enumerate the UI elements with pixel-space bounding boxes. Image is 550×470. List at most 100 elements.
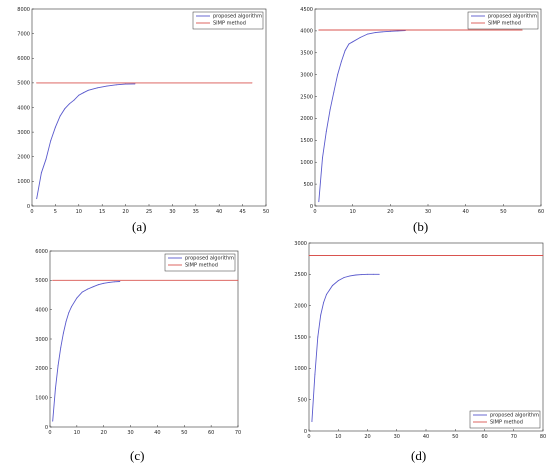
x-tick-label: 20 bbox=[364, 434, 370, 440]
y-tick-label: 4000 bbox=[300, 29, 313, 35]
data-point bbox=[318, 201, 320, 203]
chart-panel-c: 0 10 20 30 40 50 60 70 0 1000 2000 3000 4000 5000 6000… bbox=[30, 245, 242, 437]
y-tick-label: 4500 bbox=[300, 7, 313, 13]
data-point bbox=[59, 115, 61, 117]
plot-frame bbox=[314, 8, 542, 207]
data-point bbox=[329, 289, 330, 291]
y-tick-label: 3000 bbox=[294, 241, 307, 247]
legend-box bbox=[467, 11, 539, 30]
x-tick-label: 60 bbox=[538, 209, 544, 215]
data-point bbox=[78, 94, 80, 96]
data-point bbox=[76, 297, 78, 299]
data-point bbox=[54, 126, 56, 128]
data-point bbox=[97, 284, 99, 286]
data-point bbox=[52, 420, 54, 422]
data-point bbox=[81, 291, 83, 293]
data-point bbox=[73, 99, 75, 101]
y-tick-label: 3500 bbox=[300, 51, 313, 57]
y-tick-label: 2000 bbox=[35, 366, 48, 372]
data-point bbox=[119, 281, 121, 282]
x-tick-label: 10 bbox=[76, 209, 82, 215]
data-point bbox=[331, 285, 333, 287]
legend-label: proposed algorithm bbox=[185, 256, 234, 262]
data-point bbox=[50, 140, 52, 142]
caption-d: (d) bbox=[411, 448, 427, 463]
chart-svg-a: 0 5 10 15 20 25 30 35 40 45 50 0 1000 2000 3000 4000 500… bbox=[17, 7, 269, 215]
data-point bbox=[134, 83, 136, 85]
data-point bbox=[355, 274, 357, 276]
data-point bbox=[372, 273, 374, 275]
data-point bbox=[62, 332, 64, 334]
data-point bbox=[45, 158, 47, 160]
data-point bbox=[64, 108, 66, 110]
y-tick-label: 0 bbox=[27, 204, 30, 210]
data-point bbox=[378, 273, 380, 275]
y-tick-label: 3000 bbox=[35, 337, 48, 343]
data-point bbox=[237, 279, 239, 281]
legend-label: proposed algorithm bbox=[490, 413, 539, 419]
chart-svg-c: 0 10 20 30 40 50 60 70 0 1000 2000 3000 4000 5000 6000… bbox=[35, 249, 241, 436]
proposed-algorithm-line bbox=[311, 273, 380, 422]
y-tick-label: 500 bbox=[297, 397, 307, 403]
y-tick-label: 1000 bbox=[35, 395, 48, 401]
y-tick-label: 1500 bbox=[294, 335, 307, 341]
data-point bbox=[87, 89, 89, 91]
data-point bbox=[349, 275, 351, 277]
data-point bbox=[521, 29, 523, 31]
chart-svg-d: 0 10 20 30 40 50 60 70 80 0 500 1000 1500 2000 2500 300… bbox=[294, 241, 546, 440]
x-tick-label: 70 bbox=[511, 434, 517, 440]
data-point bbox=[97, 87, 98, 89]
legend-label: SIMP method bbox=[213, 21, 246, 27]
caption-c: (c) bbox=[130, 448, 145, 463]
x-tick-label: 45 bbox=[239, 209, 245, 215]
data-point bbox=[337, 74, 339, 76]
x-tick-label: 50 bbox=[452, 434, 458, 440]
data-point bbox=[344, 50, 346, 52]
data-point bbox=[36, 198, 38, 200]
x-tick-label: 10 bbox=[335, 434, 341, 440]
y-tick-label: 2000 bbox=[300, 116, 313, 122]
data-point bbox=[318, 29, 320, 31]
y-tick-label: 5000 bbox=[17, 81, 30, 87]
x-tick-label: 0 bbox=[48, 430, 51, 436]
x-tick-label: 50 bbox=[500, 209, 506, 215]
legend-box bbox=[469, 410, 541, 429]
plot-frame bbox=[308, 242, 544, 432]
x-tick-label: 60 bbox=[481, 434, 487, 440]
chart-panel-b: 0 10 20 30 40 50 60 0 500 1000 1500 2000 2500 3000 350… bbox=[287, 3, 545, 216]
data-point bbox=[352, 41, 354, 43]
data-point bbox=[320, 314, 322, 316]
data-point bbox=[348, 43, 350, 45]
data-point bbox=[60, 347, 62, 349]
x-tick-label: 30 bbox=[169, 209, 175, 215]
data-point bbox=[329, 109, 331, 111]
x-tick-label: 40 bbox=[216, 209, 222, 215]
data-point bbox=[317, 336, 319, 338]
plot-frame bbox=[31, 8, 267, 207]
x-tick-label: 40 bbox=[423, 434, 429, 440]
data-point bbox=[337, 280, 339, 282]
y-tick-label: 4000 bbox=[17, 105, 30, 111]
data-point bbox=[103, 282, 105, 284]
legend-label: SIMP method bbox=[490, 420, 523, 426]
data-point bbox=[322, 157, 323, 159]
data-point bbox=[251, 82, 253, 84]
x-tick-label: 40 bbox=[462, 209, 468, 215]
chart-svg-b: 0 10 20 30 40 50 60 0 500 1000 1500 2000 2500 3000 350… bbox=[300, 7, 544, 215]
data-point bbox=[36, 82, 38, 84]
x-tick-label: 5 bbox=[54, 209, 57, 215]
data-point bbox=[311, 421, 313, 423]
data-point bbox=[382, 31, 384, 33]
x-tick-label: 20 bbox=[101, 430, 107, 436]
x-tick-label: 0 bbox=[307, 434, 310, 440]
x-tick-label: 20 bbox=[387, 209, 393, 215]
y-tick-label: 1500 bbox=[300, 138, 313, 144]
data-point bbox=[83, 92, 84, 94]
data-point bbox=[114, 281, 115, 283]
data-point bbox=[361, 274, 363, 276]
data-point bbox=[115, 84, 117, 86]
data-point bbox=[65, 320, 67, 322]
y-tick-label: 4000 bbox=[35, 307, 48, 313]
